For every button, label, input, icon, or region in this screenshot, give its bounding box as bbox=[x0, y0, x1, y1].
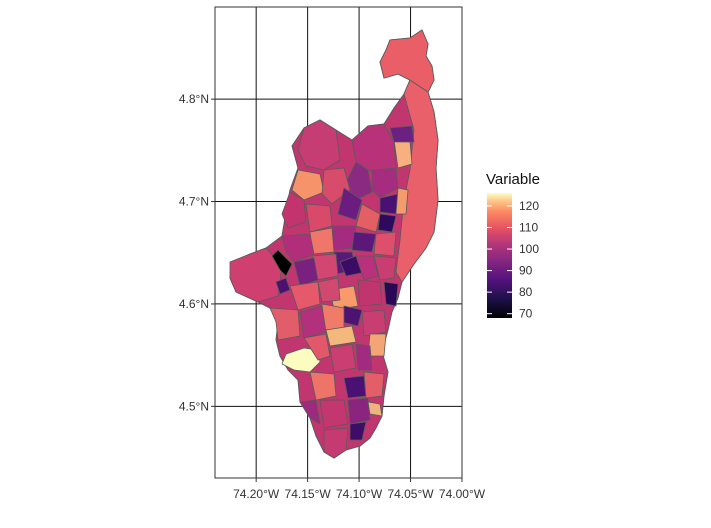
x-tick-label: 74.15°W bbox=[285, 487, 332, 501]
district bbox=[289, 281, 321, 311]
district bbox=[395, 187, 409, 215]
district bbox=[309, 371, 337, 401]
district bbox=[299, 305, 327, 339]
district bbox=[373, 255, 397, 281]
legend-tick-label: 80 bbox=[519, 285, 533, 299]
district bbox=[317, 277, 341, 303]
study-area bbox=[229, 29, 439, 459]
district bbox=[271, 249, 293, 277]
district bbox=[347, 397, 371, 425]
district bbox=[337, 187, 363, 221]
district bbox=[355, 255, 379, 281]
district bbox=[303, 333, 331, 361]
district bbox=[269, 307, 301, 341]
district bbox=[355, 343, 373, 371]
district bbox=[379, 193, 399, 215]
district bbox=[349, 421, 367, 441]
y-axis: 4.5°N 4.6°N 4.7°N 4.8°N bbox=[179, 92, 215, 413]
y-tick-label: 4.8°N bbox=[179, 92, 209, 106]
legend-tick-label: 70 bbox=[519, 307, 533, 321]
district bbox=[355, 203, 381, 233]
district bbox=[323, 427, 349, 459]
y-tick-label: 4.5°N bbox=[179, 399, 209, 413]
district bbox=[379, 29, 435, 93]
y-tick-label: 4.6°N bbox=[179, 297, 209, 311]
district bbox=[275, 277, 291, 295]
district bbox=[357, 279, 383, 307]
x-tick-label: 74.20°W bbox=[233, 487, 280, 501]
district bbox=[281, 233, 315, 263]
legend-tick-label: 110 bbox=[519, 220, 538, 234]
district bbox=[299, 399, 321, 425]
district bbox=[281, 347, 321, 373]
district bbox=[341, 305, 363, 327]
district bbox=[319, 399, 349, 429]
legend-colorbar bbox=[487, 193, 512, 318]
x-tick-label: 74.05°W bbox=[387, 487, 434, 501]
district bbox=[329, 343, 357, 373]
legend-title: Variable bbox=[486, 171, 540, 188]
legend-tick-label: 90 bbox=[519, 264, 533, 278]
x-tick-label: 74.10°W bbox=[336, 487, 383, 501]
district bbox=[281, 191, 307, 229]
district bbox=[389, 125, 415, 143]
legend: Variable 70 80 90 100 110 120 bbox=[486, 171, 540, 321]
district bbox=[351, 231, 377, 253]
district bbox=[293, 257, 319, 287]
legend-tick-label: 100 bbox=[519, 242, 539, 256]
district bbox=[291, 169, 325, 201]
district bbox=[371, 167, 399, 199]
district bbox=[343, 375, 367, 399]
legend-tick-label: 120 bbox=[519, 199, 539, 213]
legend-ticks: 70 80 90 100 110 120 bbox=[487, 199, 539, 321]
district bbox=[297, 119, 341, 171]
map-panel bbox=[214, 6, 463, 479]
district bbox=[229, 247, 283, 303]
x-tick-label: 74.00°W bbox=[439, 487, 486, 501]
district bbox=[367, 401, 383, 417]
district bbox=[363, 371, 385, 399]
district bbox=[361, 309, 387, 337]
panel-border bbox=[214, 6, 463, 479]
district bbox=[383, 281, 399, 307]
x-axis: 74.20°W 74.15°W 74.10°W 74.05°W 74.00°W bbox=[233, 478, 486, 501]
district bbox=[373, 231, 397, 257]
district bbox=[325, 325, 357, 347]
y-tick-label: 4.7°N bbox=[179, 195, 209, 209]
